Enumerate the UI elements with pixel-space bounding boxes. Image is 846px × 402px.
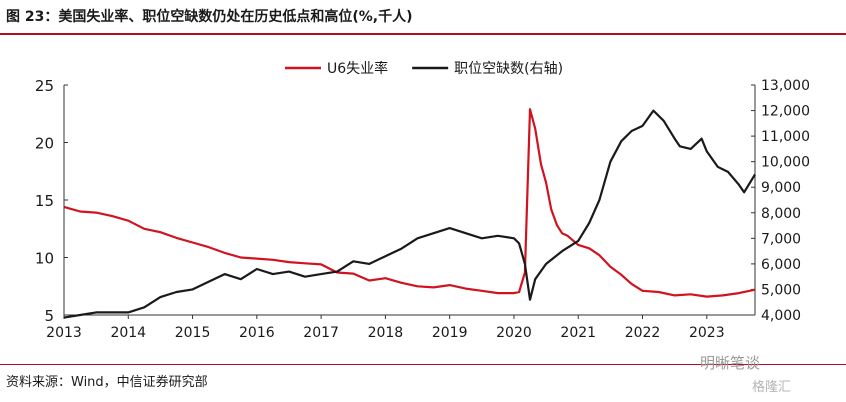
watermark-secondary: 格隆汇 [752, 380, 792, 395]
x-tick-label: 2023 [689, 325, 725, 341]
y-left-tick-label: 10 [35, 250, 54, 268]
y-left-tick-label: 25 [35, 77, 54, 95]
series-line-2 [63, 109, 756, 319]
y-left-tick-label: 15 [35, 192, 54, 210]
x-tick-label: 2019 [432, 325, 468, 341]
footer-divider [0, 364, 846, 365]
y-right-tick-label: 11,000 [761, 129, 810, 145]
chart-axes: 5 10 15 20 25 4,000 5,000 6,000 7,000 8,000 9,000 1… [35, 77, 810, 341]
x-tick-label: 2015 [175, 325, 211, 341]
chart-title: 图 23：美国失业率、职位空缺数仍处在历史低点和高位(%,千人) [6, 9, 413, 25]
x-tick-label: 2020 [496, 325, 532, 341]
y-right-tick-label: 12,000 [761, 104, 810, 120]
x-tick-label: 2016 [239, 325, 275, 341]
x-tick-label: 2013 [46, 325, 82, 341]
y-right-tick-label: 7,000 [761, 231, 801, 247]
legend: U6失业率 职位空缺数(右轴) [285, 60, 563, 77]
y-left-tick-label: 5 [44, 307, 54, 325]
chart-series [63, 108, 756, 319]
x-tick-label: 2022 [625, 325, 661, 341]
x-tick-label: 2021 [560, 325, 596, 341]
legend-label-2: 职位空缺数(右轴) [454, 61, 563, 77]
y-right-tick-label: 8,000 [761, 206, 801, 222]
x-tick-label: 2018 [368, 325, 404, 341]
y-right-tick-label: 5,000 [761, 282, 801, 298]
title-divider [0, 33, 846, 35]
legend-label-1: U6失业率 [327, 60, 388, 77]
y-right-tick-label: 10,000 [761, 155, 810, 171]
watermark: 明晰笔谈 [700, 354, 761, 372]
series-line-1 [63, 108, 756, 298]
y-right-tick-label: 9,000 [761, 180, 801, 196]
x-tick-label: 2014 [110, 325, 146, 341]
y-left-tick-label: 20 [35, 135, 54, 153]
line-chart: U6失业率 职位空缺数(右轴) 5 10 15 20 25 4,000 5,000 6,000 7… [35, 60, 810, 341]
y-right-tick-label: 13,000 [761, 78, 810, 94]
source-note: 资料来源：Wind，中信证券研究部 [6, 375, 208, 390]
y-right-tick-label: 4,000 [761, 308, 801, 324]
x-tick-label: 2017 [303, 325, 339, 341]
y-right-tick-label: 6,000 [761, 257, 801, 273]
